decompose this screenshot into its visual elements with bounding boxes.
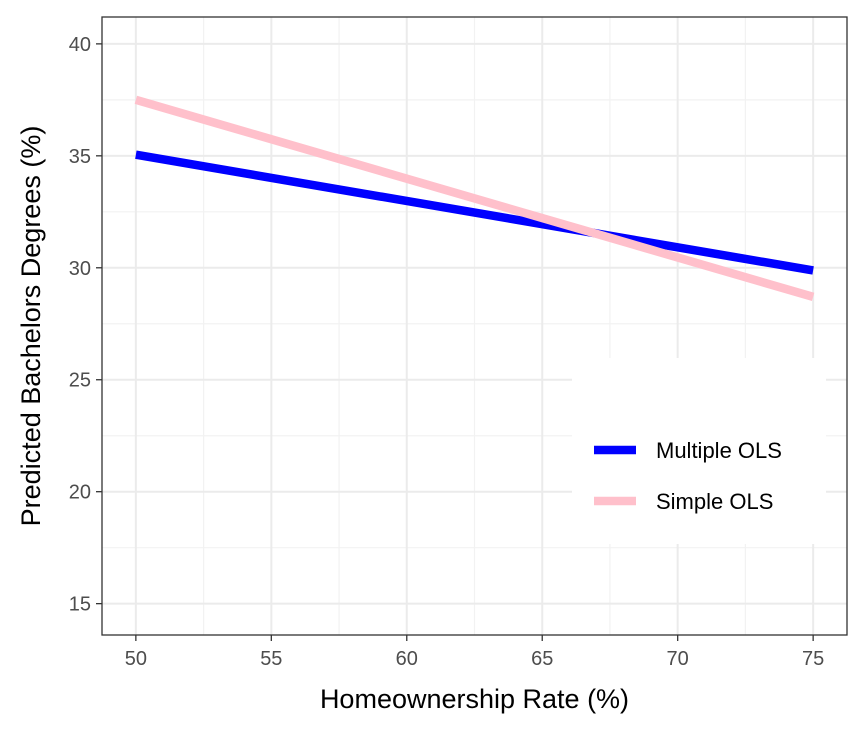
legend: Multiple OLS Simple OLS: [572, 358, 826, 544]
legend-label: Multiple OLS: [656, 438, 782, 463]
x-tick-label: 55: [260, 648, 282, 670]
legend-label: Simple OLS: [656, 489, 773, 514]
x-tick-label: 65: [531, 648, 553, 670]
x-tick-label: 70: [667, 648, 689, 670]
y-tick-label: 25: [69, 370, 91, 392]
x-tick-label: 60: [396, 648, 418, 670]
series-line-2: [134, 95, 815, 301]
x-tick-label: 50: [125, 648, 147, 670]
grid-major: [102, 17, 847, 635]
y-axis-title: Predicted Bachelors Degrees (%): [16, 126, 46, 527]
y-tick-label: 20: [69, 482, 91, 504]
x-tick-label: 75: [802, 648, 824, 670]
series-lines: [134, 95, 815, 301]
y-tick-label: 40: [69, 34, 91, 56]
x-axis-title: Homeownership Rate (%): [320, 684, 629, 714]
panel-border: [101, 16, 848, 636]
y-tick-label: 30: [69, 258, 91, 280]
y-axis: 15 20 25 30 35 40: [69, 34, 102, 616]
y-tick-label: 35: [69, 146, 91, 168]
series-line-1: [135, 150, 814, 275]
y-tick-label: 15: [69, 594, 91, 616]
x-axis: 50 55 60 65 70 75: [125, 635, 824, 670]
